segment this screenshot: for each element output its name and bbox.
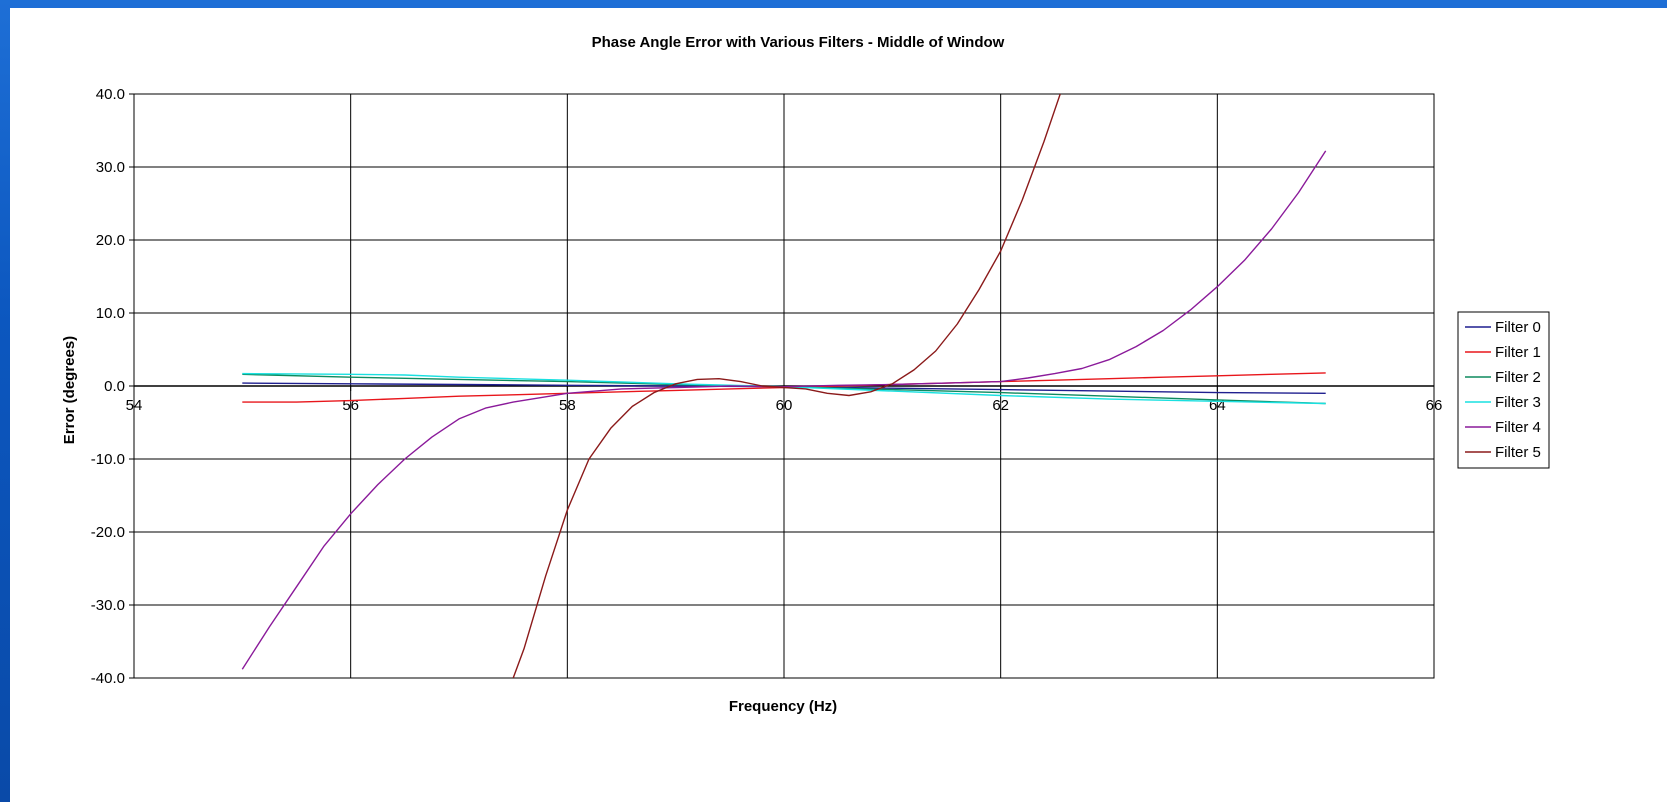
legend-label: Filter 1 bbox=[1495, 344, 1541, 361]
legend-label: Filter 2 bbox=[1495, 369, 1541, 386]
x-tick-label: 58 bbox=[559, 397, 576, 414]
chart-title: Phase Angle Error with Various Filters -… bbox=[592, 34, 1005, 51]
chart-panel: Phase Angle Error with Various Filters -… bbox=[10, 8, 1667, 802]
x-axis-label: Frequency (Hz) bbox=[729, 698, 837, 715]
x-tick-label: 54 bbox=[126, 397, 143, 414]
y-tick-label: -40.0 bbox=[91, 670, 125, 687]
y-axis-label: Error (degrees) bbox=[61, 336, 78, 444]
y-tick-label: 30.0 bbox=[96, 159, 125, 176]
x-tick-label: 56 bbox=[342, 397, 359, 414]
series-line-filter-3 bbox=[242, 372, 1326, 405]
y-tick-label: -20.0 bbox=[91, 524, 125, 541]
line-chart: Phase Angle Error with Various Filters -… bbox=[61, 34, 1550, 715]
legend: Filter 0 Filter 1 Filter 2 Filter 3 Filter 4… bbox=[1457, 311, 1550, 469]
series-line-filter-4 bbox=[241, 150, 1327, 670]
x-tick-label: 66 bbox=[1426, 397, 1443, 414]
legend-label: Filter 0 bbox=[1495, 319, 1541, 336]
y-tick-label: 40.0 bbox=[96, 86, 125, 103]
y-tick-label: -30.0 bbox=[91, 597, 125, 614]
legend-box bbox=[1457, 311, 1550, 469]
series-lines bbox=[241, 94, 1327, 678]
x-tick-label: 62 bbox=[992, 397, 1009, 414]
series-line-filter-5 bbox=[512, 94, 1061, 678]
legend-label: Filter 4 bbox=[1495, 419, 1541, 436]
y-tick-label: 10.0 bbox=[96, 305, 125, 322]
y-tick-label: 20.0 bbox=[96, 232, 125, 249]
legend-label: Filter 5 bbox=[1495, 444, 1541, 461]
y-tick-label: 0.0 bbox=[104, 378, 125, 395]
legend-label: Filter 3 bbox=[1495, 394, 1541, 411]
x-tick-label: 60 bbox=[776, 397, 793, 414]
y-tick-label: -10.0 bbox=[91, 451, 125, 468]
